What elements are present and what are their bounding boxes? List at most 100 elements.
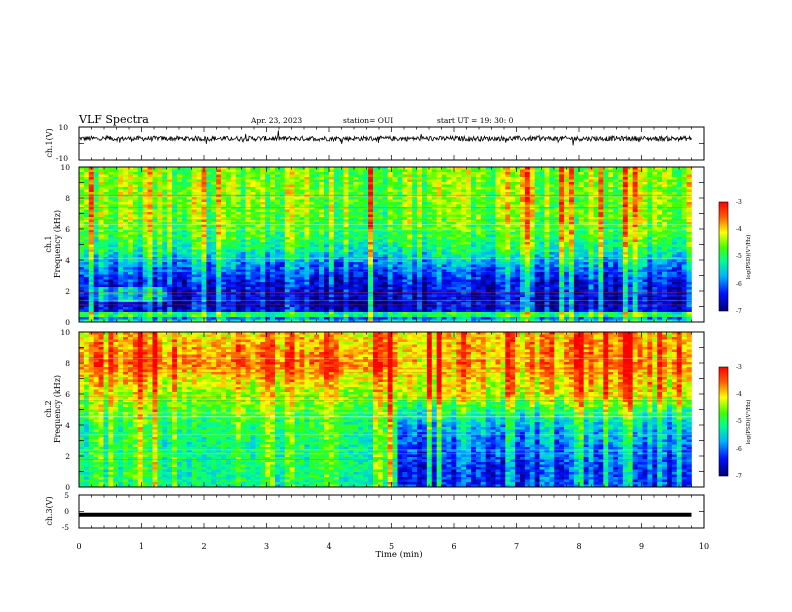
spectrogram-cell — [402, 282, 408, 285]
spectrogram-cell — [235, 229, 241, 233]
spectrogram-cell — [157, 284, 163, 288]
spectrogram-cell — [324, 172, 330, 175]
spectrogram-cell — [402, 309, 408, 313]
spectrogram-cell — [113, 302, 119, 305]
spectrogram-cell — [333, 244, 339, 248]
spectrogram-cell — [456, 289, 462, 293]
spectrogram-cell — [162, 229, 168, 233]
spectrogram-cell — [83, 247, 90, 250]
spectrogram-cell — [373, 257, 379, 260]
spectrogram-cell — [181, 272, 188, 275]
spectrogram-cell — [294, 249, 300, 253]
spectrogram-cell — [123, 172, 129, 175]
spectrogram-cell — [147, 294, 153, 298]
spectrogram-cell — [162, 172, 168, 175]
spectrogram-cell — [245, 227, 251, 230]
spectrogram-cell — [373, 237, 379, 240]
spectrogram-cell — [108, 257, 114, 260]
spectrogram-cell — [142, 312, 148, 315]
spectrogram-cell — [235, 274, 241, 278]
spectrogram-cell — [221, 172, 227, 175]
spectrogram-cell — [275, 299, 281, 303]
spectrogram-cell — [206, 167, 212, 170]
spectrogram-cell — [226, 272, 232, 275]
spectrogram-cell — [172, 274, 178, 278]
spectrogram-cell — [123, 307, 129, 310]
spectrogram-cell — [250, 264, 256, 268]
spectrogram-cell — [118, 234, 124, 238]
spectrogram-cell — [260, 199, 266, 203]
spectrogram-cell — [240, 232, 246, 235]
spectrogram-cell — [98, 179, 104, 183]
spectrogram-cell — [363, 269, 369, 273]
spectrogram-cell — [363, 177, 369, 180]
spectrogram-cell — [201, 229, 207, 233]
spectrogram-cell — [294, 309, 300, 313]
spectrogram-cell — [93, 307, 99, 310]
spectrogram-cell — [446, 247, 452, 250]
spectrogram-cell — [348, 314, 354, 318]
spectrogram-cell — [363, 229, 369, 233]
spectrogram-cell — [103, 224, 109, 228]
spectrogram-cell — [123, 254, 129, 258]
spectrogram-cell — [451, 299, 457, 303]
spectrogram-cell — [377, 189, 384, 193]
spectrogram-cell — [309, 182, 315, 185]
spectrogram-cell — [108, 314, 114, 318]
spectrogram-cell — [240, 254, 246, 258]
spectrogram-cell — [446, 172, 452, 175]
spectrogram-cell — [79, 202, 85, 205]
spectrogram-cell — [284, 219, 290, 223]
spectrogram-cell — [279, 202, 286, 205]
spectrogram-cell — [279, 184, 286, 188]
spectrogram-cell — [167, 169, 173, 173]
spectrogram-cell — [118, 217, 124, 220]
spectrogram-cell — [461, 167, 467, 170]
spectrogram-cell — [118, 177, 124, 180]
spectrogram-cell — [191, 219, 197, 223]
spectrogram-cell — [201, 224, 207, 228]
spectrogram-cell — [333, 189, 339, 193]
spectrogram-cell — [407, 304, 413, 308]
spectrogram-cell — [108, 242, 114, 245]
spectrogram-cell — [206, 169, 212, 173]
spectrogram-cell — [382, 292, 388, 295]
spectrogram-cell — [328, 247, 335, 250]
spectrogram-cell — [368, 242, 374, 245]
spectrogram-cell — [83, 239, 90, 243]
spectrogram-cell — [324, 189, 330, 193]
spectrogram-cell — [177, 172, 183, 175]
spectrogram-cell — [431, 219, 437, 223]
spectrogram-cell — [186, 284, 192, 288]
spectrogram-cell — [319, 312, 325, 315]
spectrogram-cell — [328, 189, 335, 193]
spectrogram-cell — [422, 202, 428, 205]
spectrogram-cell — [412, 304, 418, 308]
spectrogram-cell — [167, 287, 173, 290]
spectrogram-cell — [221, 294, 227, 298]
spectrogram-cell — [338, 284, 344, 288]
spectrogram-cell — [118, 289, 124, 293]
spectrogram-cell — [167, 294, 173, 298]
spectrogram-cell — [422, 217, 428, 220]
spectrogram-cell — [260, 269, 266, 273]
spectrogram-cell — [431, 269, 437, 273]
spectrogram-cell — [368, 197, 374, 200]
spectrogram-cell — [328, 262, 335, 265]
spectrogram-cell — [108, 229, 114, 233]
spectrogram-cell — [304, 314, 310, 318]
spectrogram-cell — [167, 257, 173, 260]
spectrogram-cell — [270, 252, 276, 255]
spectrogram-cell — [123, 219, 129, 223]
spectrogram-cell — [373, 177, 379, 180]
spectrogram-cell — [426, 272, 433, 275]
spectrogram-cell — [397, 177, 403, 180]
spectrogram-cell — [279, 302, 286, 305]
spectrogram-cell — [333, 257, 339, 260]
spectrogram-cell — [328, 204, 335, 208]
spectrogram-cell — [373, 247, 379, 250]
spectrogram-cell — [304, 304, 310, 308]
spectrogram-cell — [132, 174, 139, 178]
spectrogram-cell — [235, 279, 241, 283]
spectrogram-cell — [240, 177, 246, 180]
